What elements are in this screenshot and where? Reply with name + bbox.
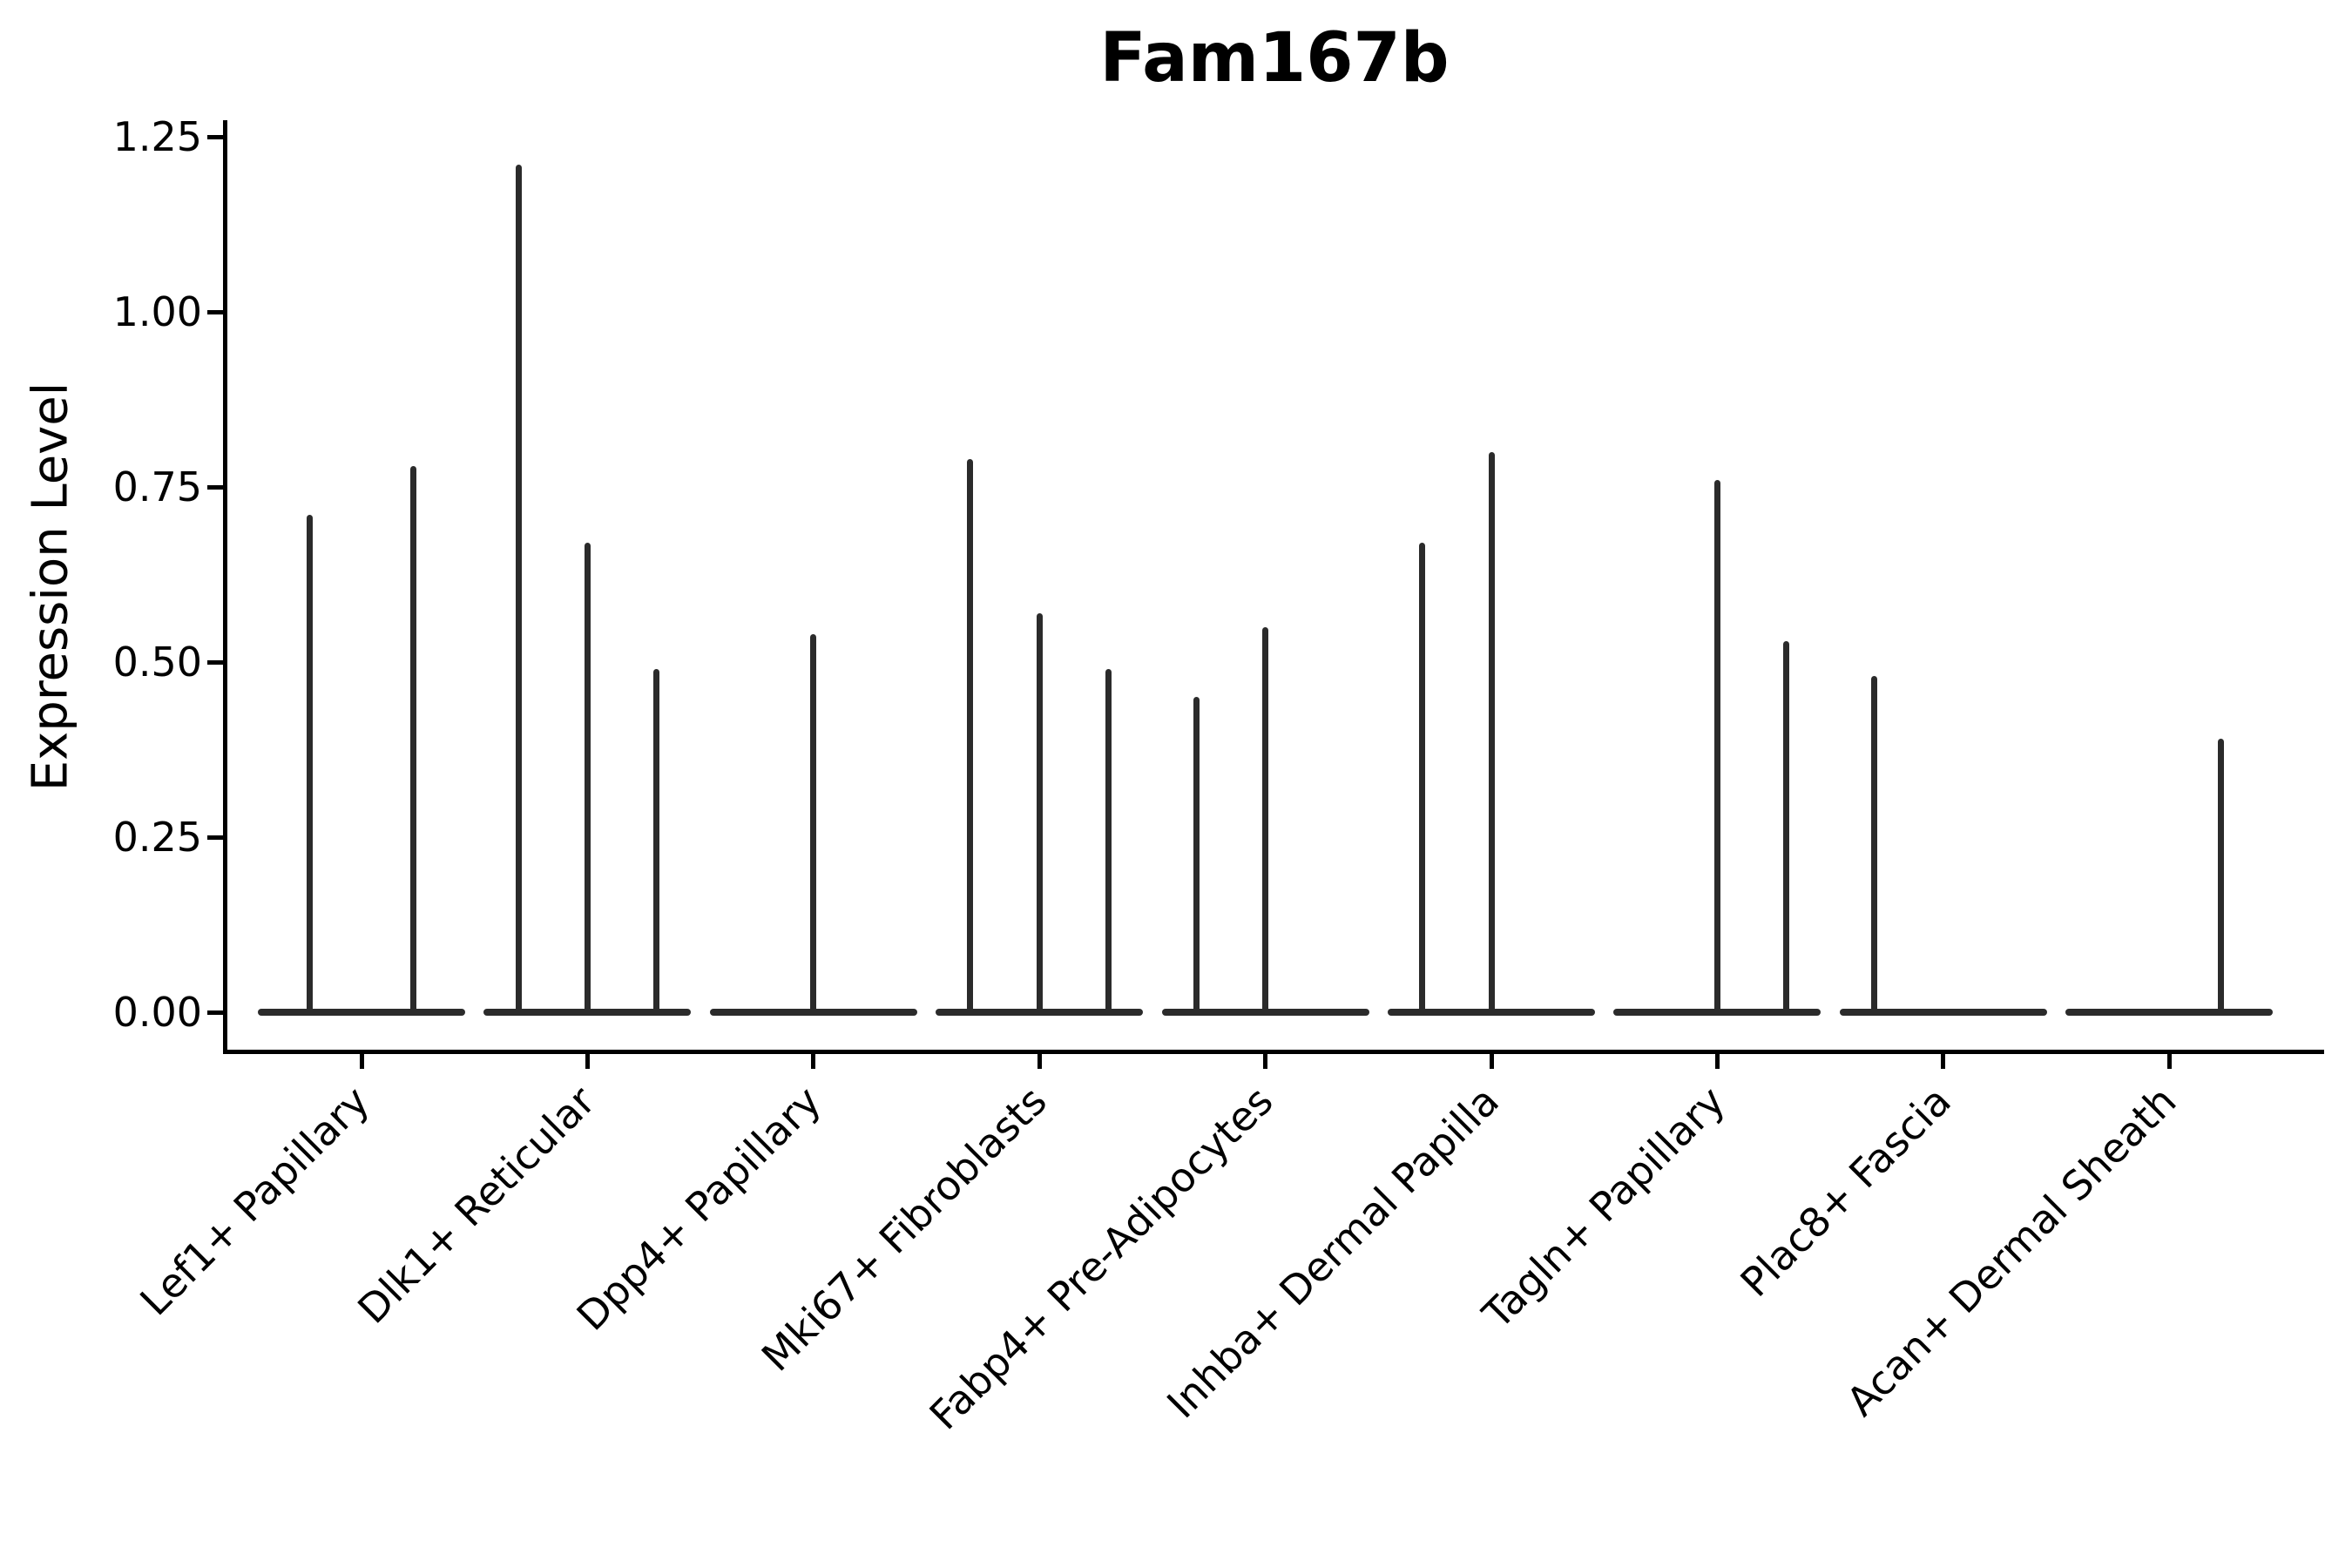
y-axis-label-column: Expression Level bbox=[7, 120, 94, 1052]
x-tick-mark bbox=[1941, 1054, 1946, 1069]
y-tick-label: 0.25 bbox=[112, 814, 202, 861]
y-tick-mark bbox=[207, 1010, 223, 1015]
violin-baseline bbox=[1161, 1009, 1369, 1016]
y-tick-label: 0.50 bbox=[112, 639, 202, 686]
plot-title: Fam167b bbox=[1099, 19, 1450, 98]
violin-spike bbox=[1262, 626, 1269, 1012]
violin-spike bbox=[1036, 612, 1043, 1012]
x-tick-mark bbox=[585, 1054, 590, 1069]
x-tick-mark bbox=[2166, 1054, 2172, 1069]
violin-spike bbox=[1105, 669, 1112, 1012]
violin-baseline bbox=[709, 1009, 917, 1016]
violin-baseline bbox=[1388, 1009, 1595, 1016]
x-tick-mark bbox=[1263, 1054, 1268, 1069]
violin-spike bbox=[810, 633, 817, 1012]
violin-spike bbox=[410, 465, 416, 1012]
violin-baseline bbox=[2065, 1009, 2274, 1016]
violin-spike bbox=[1870, 676, 1877, 1012]
x-tick-mark bbox=[1714, 1054, 1720, 1069]
x-tick-mark bbox=[359, 1054, 364, 1069]
violin-spike bbox=[307, 515, 313, 1012]
y-tick-label: 1.00 bbox=[112, 288, 202, 335]
violin-spike bbox=[1193, 697, 1200, 1012]
violin-spike bbox=[1783, 640, 1790, 1012]
violin-spike bbox=[584, 543, 591, 1012]
violin-spike bbox=[1419, 543, 1426, 1012]
x-tick-mark bbox=[1489, 1054, 1494, 1069]
violin-baseline bbox=[1613, 1009, 1821, 1016]
x-tick-label: Dlk1+ Reticular bbox=[348, 1077, 605, 1333]
y-tick-mark bbox=[207, 835, 223, 840]
x-tick-label: Dpp4+ Papillary bbox=[567, 1077, 830, 1340]
x-axis-spine bbox=[223, 1050, 2324, 1054]
y-tick-label: 0.75 bbox=[112, 463, 202, 510]
violin-spike bbox=[967, 458, 974, 1012]
y-tick-label: 0.00 bbox=[112, 989, 202, 1036]
y-tick-mark bbox=[207, 309, 223, 314]
violin-spike bbox=[1713, 479, 1720, 1012]
violin-baseline bbox=[258, 1009, 465, 1016]
violin-spike bbox=[1488, 451, 1495, 1012]
x-tick-label: Plac8+ Fascia bbox=[1731, 1077, 1960, 1306]
y-axis-label: Expression Level bbox=[22, 382, 79, 791]
y-axis-spine bbox=[223, 120, 227, 1054]
y-tick-mark bbox=[207, 659, 223, 665]
y-tick-mark bbox=[207, 484, 223, 490]
violin-spike bbox=[653, 669, 660, 1012]
x-tick-mark bbox=[1037, 1054, 1042, 1069]
x-tick-label: Tagln+ Papillary bbox=[1473, 1077, 1734, 1338]
y-tick-label: 1.25 bbox=[112, 113, 202, 160]
violin-baseline bbox=[483, 1009, 692, 1016]
x-tick-label: Lef1+ Papillary bbox=[130, 1077, 378, 1325]
violin-baseline bbox=[1839, 1009, 2047, 1016]
y-tick-mark bbox=[207, 134, 223, 139]
violin-baseline bbox=[936, 1009, 1144, 1016]
violin-spike bbox=[2218, 739, 2225, 1012]
violin-spike bbox=[515, 165, 522, 1012]
x-tick-mark bbox=[811, 1054, 816, 1069]
